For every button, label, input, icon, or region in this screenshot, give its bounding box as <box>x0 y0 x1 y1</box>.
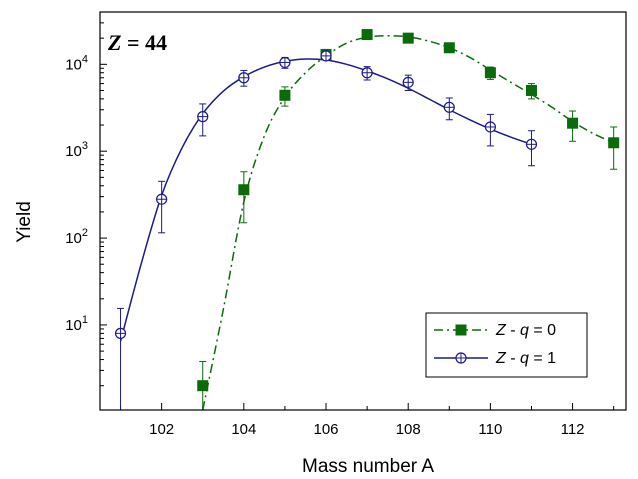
x-tick-label: 102 <box>149 421 174 438</box>
data-point-zq1 <box>238 72 250 84</box>
legend: Z - q = 0 Z - q = 1 <box>425 312 588 378</box>
data-point-zq1 <box>320 50 332 62</box>
data-point-zq0 <box>197 380 209 392</box>
legend-item-zq0: Z - q = 0 <box>434 322 556 339</box>
data-point-zq0 <box>238 184 250 196</box>
data-point-zq1 <box>402 76 414 88</box>
data-point-zq0 <box>361 29 373 41</box>
data-point-zq0 <box>443 42 455 54</box>
x-tick-label: 112 <box>561 421 585 438</box>
legend-marker-zq0 <box>455 324 467 336</box>
data-point-zq1 <box>114 327 127 339</box>
y-tick-label: 102 <box>65 227 88 247</box>
x-tick-label: 106 <box>314 421 339 438</box>
data-point-zq0 <box>525 84 537 96</box>
legend-label-zq0: Z - q = 0 <box>495 322 556 339</box>
data-point-zq0 <box>484 67 496 79</box>
y-tick-label: 104 <box>65 53 88 73</box>
data-point-zq1 <box>443 101 455 113</box>
data-point-zq1 <box>197 111 209 123</box>
chart-annotation: Z = 44 <box>107 30 167 55</box>
y-tick-label: 101 <box>65 314 88 334</box>
legend-item-zq1: Z - q = 1 <box>434 350 556 367</box>
legend-marker-zq1 <box>455 352 467 364</box>
data-point-zq1 <box>156 193 168 205</box>
data-point-zq1 <box>279 56 291 69</box>
data-markers <box>114 29 620 392</box>
legend-box <box>425 312 588 378</box>
tick-marks <box>100 11 615 410</box>
fit-curve-zq0 <box>201 35 614 411</box>
x-axis-title: Mass number A <box>302 456 434 477</box>
legend-symbol-zq1 <box>455 352 467 364</box>
legend-symbol-zq0 <box>455 324 467 336</box>
data-point-zq1 <box>484 121 496 133</box>
legend-label-zq1: Z - q = 1 <box>495 350 556 367</box>
x-tick-label: 104 <box>231 421 256 438</box>
data-point-zq0 <box>608 137 620 149</box>
data-point-zq0 <box>567 117 579 129</box>
x-tick-label: 110 <box>478 421 502 438</box>
y-tick-label: 103 <box>65 140 88 160</box>
plot-frame <box>99 11 627 411</box>
data-point-zq1 <box>525 138 538 150</box>
data-point-zq1 <box>361 67 373 79</box>
y-axis-title: Yield <box>14 201 35 243</box>
fit-curve-zq1 <box>119 58 532 342</box>
data-point-zq0 <box>402 32 414 44</box>
data-point-zq0 <box>279 89 291 101</box>
x-tick-label: 108 <box>396 421 421 438</box>
tick-labels: 102 104 106 108 110 112 101 102 103 104 <box>65 53 584 438</box>
